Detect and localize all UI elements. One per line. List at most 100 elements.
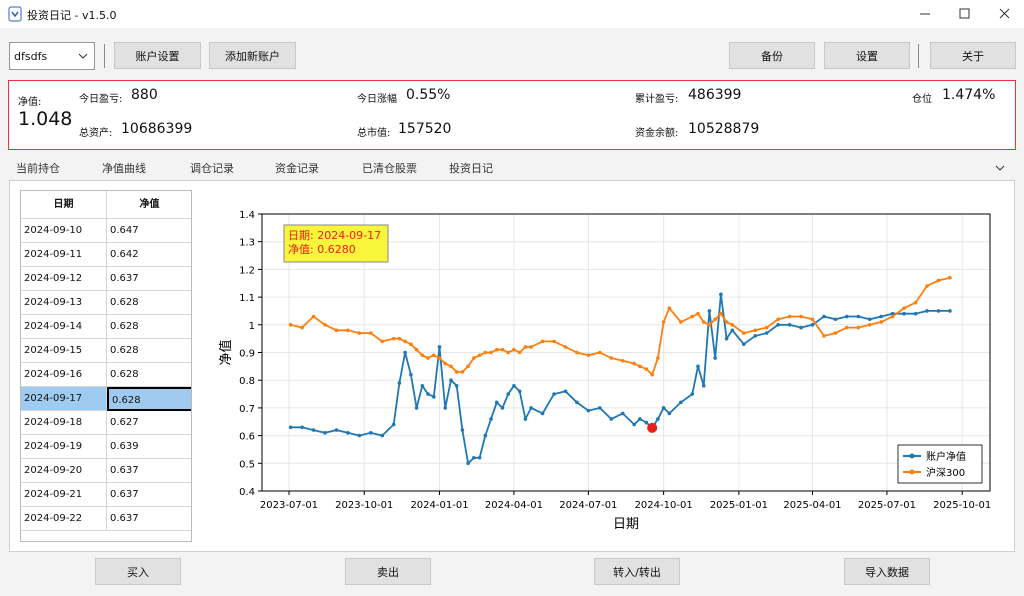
series-marker xyxy=(517,350,522,355)
y-tick-label: 1.1 xyxy=(239,293,255,304)
button[interactable]: 买入 xyxy=(95,558,181,585)
annotation-box xyxy=(283,224,389,263)
table-cell[interactable]: 0.628 xyxy=(107,339,191,363)
series-marker xyxy=(690,314,695,319)
series-marker xyxy=(644,420,649,425)
field-value: 10528879 xyxy=(688,121,760,137)
table-cell[interactable]: 0.627 xyxy=(107,411,191,435)
y-tick-label: 0.7 xyxy=(239,404,255,415)
series-marker xyxy=(707,323,712,327)
tab[interactable]: 当前持仓 xyxy=(16,162,60,175)
button[interactable]: 关于 xyxy=(930,42,1016,69)
tab[interactable]: 调仓记录 xyxy=(190,162,234,175)
series-marker xyxy=(512,347,516,352)
button[interactable]: 卖出 xyxy=(345,558,431,585)
table-cell[interactable]: 0.628 xyxy=(107,291,191,315)
table-cell[interactable]: 0.628 xyxy=(107,315,191,339)
series-marker xyxy=(500,406,505,410)
table-cell[interactable]: 0.628 xyxy=(107,363,191,387)
title-bar: 投资日记 - v1.5.0 xyxy=(0,0,1024,28)
table-cell[interactable]: 2024-09-15 xyxy=(21,339,107,363)
series-marker xyxy=(879,314,884,319)
table-cell[interactable]: 0.639 xyxy=(107,435,191,459)
series-marker xyxy=(489,417,493,421)
tab[interactable]: 净值曲线 xyxy=(102,160,146,182)
series-marker xyxy=(512,383,516,388)
table-cell[interactable]: 2024-09-22 xyxy=(21,507,107,531)
series-marker xyxy=(454,370,459,374)
tab-menu-arrow[interactable] xyxy=(995,164,1005,172)
series-marker xyxy=(300,425,304,430)
table-cell[interactable]: 2024-09-21 xyxy=(21,483,107,507)
table-cell[interactable]: 0.628 xyxy=(107,387,191,411)
series-marker xyxy=(719,292,723,297)
table-cell[interactable]: 2024-09-16 xyxy=(21,363,107,387)
series-marker xyxy=(713,317,717,322)
separator xyxy=(104,44,105,68)
series-marker xyxy=(913,300,918,305)
series-marker xyxy=(799,325,803,330)
series-marker xyxy=(638,364,642,369)
table-cell[interactable]: 2024-09-17 xyxy=(21,387,107,411)
x-tick-label: 2025-04-01 xyxy=(783,500,841,511)
field-label: 今日涨幅 xyxy=(357,94,397,105)
series-marker xyxy=(529,345,533,349)
column-header: 日期 xyxy=(21,191,107,219)
table-cell[interactable]: 0.637 xyxy=(107,459,191,483)
table-cell[interactable]: 2024-09-13 xyxy=(21,291,107,315)
plot-frame xyxy=(261,213,991,492)
series-marker xyxy=(856,314,861,319)
series-marker xyxy=(443,361,448,366)
button[interactable]: 设置 xyxy=(824,42,910,69)
button[interactable]: 添加新账户 xyxy=(209,42,296,69)
tab[interactable]: 已清仓股票 xyxy=(362,162,417,175)
table-cell[interactable]: 0.637 xyxy=(107,267,191,291)
table-cell[interactable]: 2024-09-19 xyxy=(21,435,107,459)
series-marker xyxy=(483,433,488,438)
field-label: 累计盈亏: xyxy=(635,94,679,105)
series-marker xyxy=(300,325,304,330)
table-cell[interactable]: 2024-09-12 xyxy=(21,267,107,291)
table-cell[interactable]: 2024-09-14 xyxy=(21,315,107,339)
table-cell[interactable]: 2024-09-11 xyxy=(21,243,107,267)
table-cell[interactable]: 2024-09-20 xyxy=(21,459,107,483)
series-marker xyxy=(552,339,556,344)
annotation-text: 日期: 2024-09-17 xyxy=(288,229,381,242)
button[interactable]: 账户设置 xyxy=(114,42,201,69)
table-cell[interactable]: 0.642 xyxy=(107,243,191,267)
separator xyxy=(918,44,919,68)
tab[interactable]: 投资日记 xyxy=(449,162,493,175)
series-marker xyxy=(563,389,568,394)
series-marker xyxy=(460,428,465,432)
series-marker xyxy=(449,378,453,382)
table-cell[interactable]: 0.637 xyxy=(107,483,191,507)
window-controls[interactable] xyxy=(900,0,1024,28)
series-marker xyxy=(414,347,419,352)
series-marker xyxy=(443,406,448,410)
table-cell[interactable]: 0.637 xyxy=(107,507,191,531)
account-combobox[interactable]: dfsdfs xyxy=(9,42,95,70)
series-marker xyxy=(679,400,683,405)
field-value: 0.55% xyxy=(406,87,451,103)
series-marker xyxy=(656,356,660,360)
table-cell[interactable]: 2024-09-18 xyxy=(21,411,107,435)
series-marker xyxy=(787,323,792,327)
field-value: 157520 xyxy=(398,121,452,137)
series-marker xyxy=(380,433,385,438)
table-cell[interactable]: 2024-09-10 xyxy=(21,219,107,243)
button[interactable]: 转入/转出 xyxy=(594,558,680,585)
button[interactable]: 备份 xyxy=(729,42,815,69)
series-marker xyxy=(867,317,872,322)
series-marker xyxy=(368,331,373,335)
summary-panel: 净值: 1.048 今日盈亏: 880 今日涨幅 0.55% 累计盈亏: 486… xyxy=(8,80,1016,150)
tab[interactable]: 资金记录 xyxy=(275,162,319,175)
series-marker xyxy=(552,392,556,396)
series-marker xyxy=(822,334,826,338)
series-marker xyxy=(890,311,895,316)
button[interactable]: 导入数据 xyxy=(844,558,930,585)
series-marker xyxy=(529,406,533,410)
series-marker xyxy=(776,317,780,322)
table-cell[interactable]: 0.647 xyxy=(107,219,191,243)
series-marker xyxy=(696,311,700,316)
series-marker xyxy=(620,359,625,363)
